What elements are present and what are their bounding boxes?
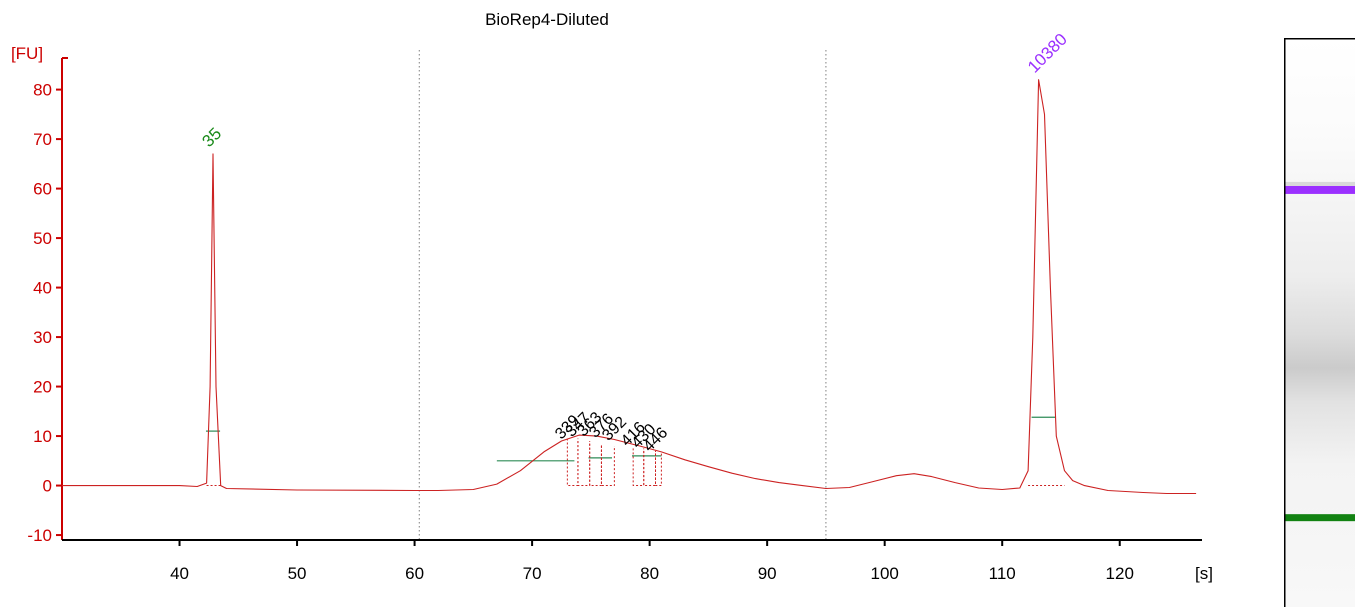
y-tick-label-40: 40 [33, 279, 52, 298]
chart-title: BioRep4-Diluted [485, 10, 609, 29]
x-tick-label-110: 110 [989, 564, 1016, 583]
x-tick-label-40: 40 [170, 564, 189, 583]
y-tick-label--10: -10 [27, 526, 52, 545]
peak-window-5 [633, 448, 644, 485]
peak-window-2 [578, 441, 590, 486]
electropherogram: BioRep4-Diluted [FU] [s] -10 0 10 20 30 40 50 6… [0, 0, 1240, 607]
x-axis-unit-label: [s] [1195, 564, 1213, 583]
x-tick-label-120: 120 [1106, 564, 1134, 583]
peak-window-3 [590, 443, 602, 485]
y-tick-label-10: 10 [33, 427, 52, 446]
gel-band-upper-marker [1286, 186, 1355, 194]
x-tick-label-100: 100 [870, 564, 898, 583]
y-tick-label-80: 80 [33, 81, 52, 100]
x-tick-label-80: 80 [640, 564, 659, 583]
x-tick-label-70: 70 [523, 564, 542, 583]
y-tick-label-0: 0 [43, 477, 52, 496]
y-tick-label-60: 60 [33, 180, 52, 199]
gel-band-upper-marker-shadow [1286, 182, 1355, 186]
gel-lane-background [1284, 38, 1355, 607]
y-axis-unit-label: [FU] [11, 44, 43, 63]
y-tick-label-70: 70 [33, 130, 52, 149]
peak-window-4 [601, 446, 614, 486]
electropherogram-plot: BioRep4-Diluted [FU] [s] -10 0 10 20 30 40 50 6… [0, 0, 1240, 607]
y-tick-label-20: 20 [33, 378, 52, 397]
peak-window-1 [567, 439, 578, 486]
region-dividers [419, 50, 826, 540]
peak-window-7 [656, 453, 662, 485]
marker-peak-label-lower: 35 [198, 124, 225, 151]
y-tick-label-50: 50 [33, 229, 52, 248]
x-tick-label-50: 50 [288, 564, 307, 583]
y-tick-label-30: 30 [33, 328, 52, 347]
x-tick-label-60: 60 [405, 564, 424, 583]
marker-peak-label-upper: 10380 [1024, 30, 1071, 77]
gel-band-lower-marker [1286, 514, 1355, 521]
gel-lane [1284, 38, 1355, 607]
x-tick-label-90: 90 [758, 564, 777, 583]
gel-lane-image [1284, 38, 1355, 607]
